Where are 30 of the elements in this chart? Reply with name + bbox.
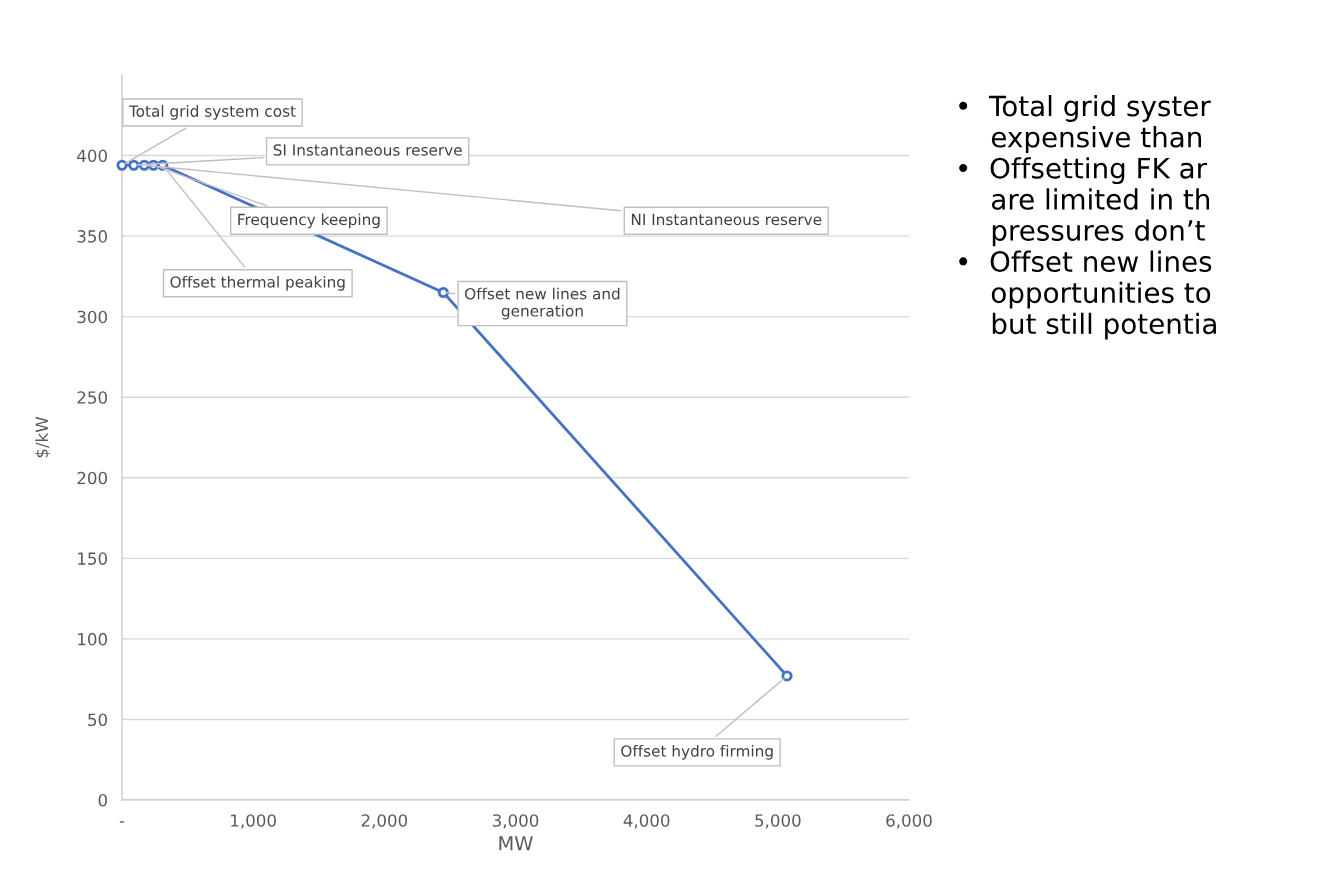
y-tick-label: 0 [98,793,107,807]
y-tick-label: 250 [77,391,107,404]
x-tick-label: 5,000 [755,814,801,829]
y-tick-label: 50 [88,713,107,727]
y-tick-label: 300 [77,310,107,324]
x-tick-label: 3,000 [492,814,539,829]
annotation: Total grid system cost [128,105,296,120]
y-tick-label: 200 [77,471,107,485]
y-tick-label: 100 [78,632,107,646]
point [781,670,793,682]
x-tick-label: 2,000 [361,814,408,829]
y-tick-label: 400 [77,149,107,163]
annotation: Frequency keeping [238,213,380,229]
annotation: Offset hydro firming [621,744,773,760]
y-axis-title: $/kW [35,416,51,458]
x-tick-label: - [119,821,125,823]
text: • Total grid syster expensive than • Offsetting FK ar are limited in th pressures don’t • Offset new lines opportunities to but still potentia [959,95,1216,340]
annotation: NI Instantaneous reserve [631,213,822,226]
annotation: Offset thermal peaking [170,275,345,291]
x-tick-label: 4,000 [623,814,670,829]
y-tick-label: 150 [78,552,107,565]
x-tick-label: 1,000 [231,814,276,829]
point [437,286,449,299]
x-axis-title: MW [499,836,533,851]
point [116,159,128,171]
annotation: Offset new lines and generation [465,287,620,320]
y-tick-label: 350 [77,230,107,243]
annotation: SI Instantaneous reserve [273,144,462,156]
point [128,159,140,171]
x-tick-label: 6,000 [886,814,932,829]
